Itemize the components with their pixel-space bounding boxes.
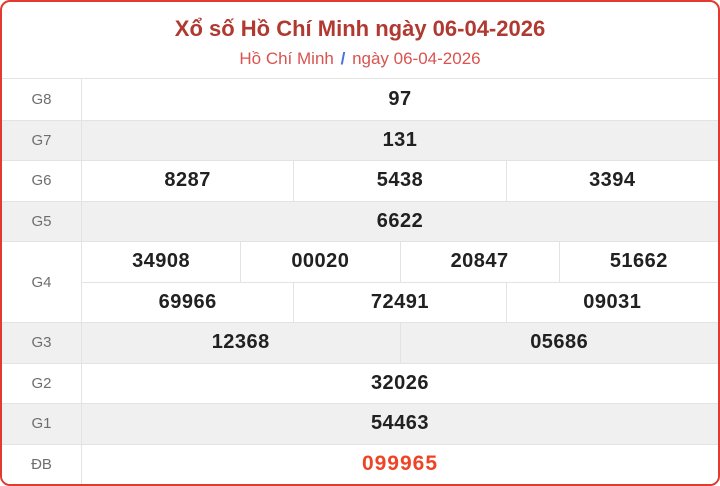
prize-label-g3: G3 <box>2 323 82 363</box>
breadcrumb: Hồ Chí Minh / ngày 06-04-2026 <box>2 48 718 70</box>
prize-number: 05686 <box>399 323 719 363</box>
prize-label-db: ĐB <box>2 444 82 484</box>
prize-row-g6: G6 8287 5438 3394 <box>2 160 718 201</box>
prize-number: 6622 <box>376 209 424 232</box>
prize-number: 131 <box>382 128 418 151</box>
prize-row-g3: G3 12368 05686 <box>2 322 718 363</box>
prize-row-db: ĐB 099965 <box>2 443 718 484</box>
prize-number: 09031 <box>505 282 718 322</box>
prize-row-g4-line1: 34908 00020 20847 51662 <box>82 242 718 282</box>
result-header: Xổ số Hồ Chí Minh ngày 06-04-2026 Hồ Chí… <box>2 2 718 78</box>
prize-number: 8287 <box>164 169 211 192</box>
prize-number: 69966 <box>158 290 217 313</box>
special-prize-number: 099965 <box>361 452 439 476</box>
prize-number: 20847 <box>399 242 559 282</box>
prize-label-g4: G4 <box>2 242 82 322</box>
prize-number: 12368 <box>211 331 270 354</box>
prize-row-g8: G8 97 <box>2 79 718 120</box>
prize-label-g8: G8 <box>2 79 82 120</box>
prize-number: 51662 <box>558 242 718 282</box>
prize-number: 97 <box>388 87 412 110</box>
region-link[interactable]: Hồ Chí Minh <box>239 49 334 68</box>
prize-number: 3394 <box>505 161 718 201</box>
prize-row-g1: G1 54463 <box>2 403 718 444</box>
prize-number: 72491 <box>293 282 505 322</box>
prize-number: 54463 <box>370 412 430 435</box>
prize-table: G8 97 G7 131 G6 8287 5438 3394 G5 6622 <box>2 78 718 484</box>
prize-number: 34908 <box>132 250 191 273</box>
breadcrumb-separator: / <box>340 49 346 68</box>
prize-row-g5: G5 6622 <box>2 200 718 241</box>
prize-row-g4: G4 34908 00020 20847 51662 69966 72491 0… <box>2 241 718 322</box>
prize-row-g4-line2: 69966 72491 09031 <box>82 281 718 322</box>
prize-number: 5438 <box>293 161 505 201</box>
prize-label-g5: G5 <box>2 201 82 241</box>
prize-label-g1: G1 <box>2 404 82 444</box>
page-title: Xổ số Hồ Chí Minh ngày 06-04-2026 <box>174 16 546 41</box>
prize-row-g7: G7 131 <box>2 119 718 160</box>
prize-row-g2: G2 32026 <box>2 362 718 403</box>
prize-label-g6: G6 <box>2 161 82 201</box>
prize-label-g2: G2 <box>2 363 82 403</box>
date-link[interactable]: ngày 06-04-2026 <box>352 49 481 68</box>
prize-number: 32026 <box>370 371 430 394</box>
prize-number: 00020 <box>240 242 399 282</box>
prize-label-g7: G7 <box>2 120 82 160</box>
